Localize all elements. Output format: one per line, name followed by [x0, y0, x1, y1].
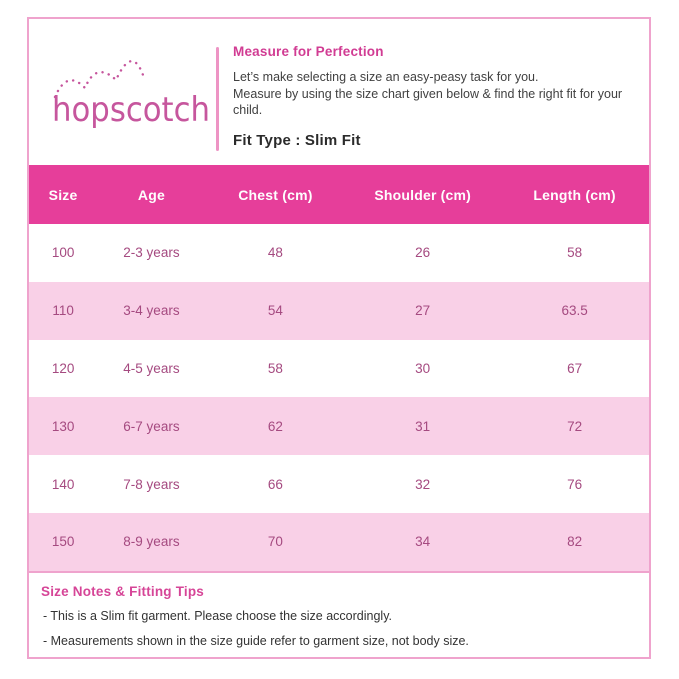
column-header: Length (cm) [533, 186, 616, 203]
table-row: 100 2-3 years 48 26 58 [29, 224, 649, 282]
table-cell: 48 [267, 245, 283, 261]
note-item: - Measurements shown in the size guide r… [43, 633, 469, 648]
size-chart-header-row: Size Age Chest (cm) Shoulder (cm) Length (cm… [29, 165, 649, 224]
table-cell: 82 [567, 534, 583, 550]
intro-line: Let’s make selecting a size an easy-peas… [233, 70, 539, 84]
table-cell: 62 [267, 418, 283, 434]
header-section: hopscotch Measure for Perfection Let’s m… [29, 19, 649, 165]
column-header: Shoulder (cm) [374, 186, 472, 203]
table-cell: 66 [267, 476, 283, 492]
table-cell: 100 [51, 245, 75, 261]
intro-line: child. [233, 103, 263, 117]
fit-type-label: Fit Type : Slim Fit [233, 131, 361, 149]
table-cell: 76 [567, 476, 583, 492]
table-cell: 150 [51, 534, 75, 550]
table-cell: 58 [267, 360, 283, 376]
table-row: 120 4-5 years 58 30 67 [29, 339, 649, 398]
header-text-block: Measure for Perfection Let’s make select… [233, 44, 633, 149]
table-cell: 34 [415, 534, 431, 550]
notes-title: Size Notes & Fitting Tips [41, 583, 205, 599]
brand-logo-text: hopscotch [52, 90, 210, 130]
size-chart-table: Size Age Chest (cm) Shoulder (cm) Length (cm… [29, 165, 649, 571]
table-cell: 30 [415, 360, 431, 376]
table-cell: 54 [267, 303, 283, 319]
table-cell: 140 [51, 476, 75, 492]
table-cell: 110 [52, 303, 74, 319]
table-cell: 130 [51, 418, 75, 434]
column-header: Chest (cm) [238, 186, 313, 203]
section-title: Measure for Perfection [233, 44, 384, 59]
table-cell: 4-5 years [123, 360, 180, 376]
table-cell: 58 [567, 245, 583, 261]
table-row: 150 8-9 years 70 34 82 [29, 512, 649, 571]
table-cell: 72 [567, 418, 583, 434]
size-notes-section: Size Notes & Fitting Tips - This is a Sl… [29, 570, 649, 649]
size-guide-card: hopscotch Measure for Perfection Let’s m… [27, 17, 651, 659]
table-cell: 8-9 years [123, 534, 180, 550]
table-cell: 32 [415, 476, 431, 492]
intro-line: Measure by using the size chart given be… [233, 86, 623, 101]
table-cell: 7-8 years [123, 476, 180, 492]
column-header: Size [48, 186, 78, 203]
table-cell: 6-7 years [123, 418, 180, 434]
table-cell: 63.5 [561, 303, 588, 319]
table-cell: 2-3 years [123, 245, 180, 261]
table-row: 140 7-8 years 66 32 76 [29, 455, 649, 513]
table-cell: 67 [567, 360, 583, 376]
table-row: 130 6-7 years 62 31 72 [29, 397, 649, 456]
logo-hop-trail-icon [53, 60, 145, 99]
column-header: Age [137, 186, 165, 203]
table-cell: 3-4 years [123, 303, 180, 319]
table-cell: 26 [415, 245, 431, 261]
size-chart-body: 100 2-3 years 48 26 58 110 3-4 years 54 27 63.5 12… [29, 224, 649, 571]
table-cell: 31 [415, 418, 431, 434]
header-divider [216, 47, 219, 151]
note-item: - This is a Slim fit garment. Please cho… [43, 608, 392, 623]
table-cell: 120 [51, 360, 75, 376]
brand-logo: hopscotch [41, 41, 221, 141]
table-cell: 27 [415, 303, 431, 319]
table-cell: 70 [267, 534, 283, 550]
table-row: 110 3-4 years 54 27 63.5 [29, 281, 649, 340]
